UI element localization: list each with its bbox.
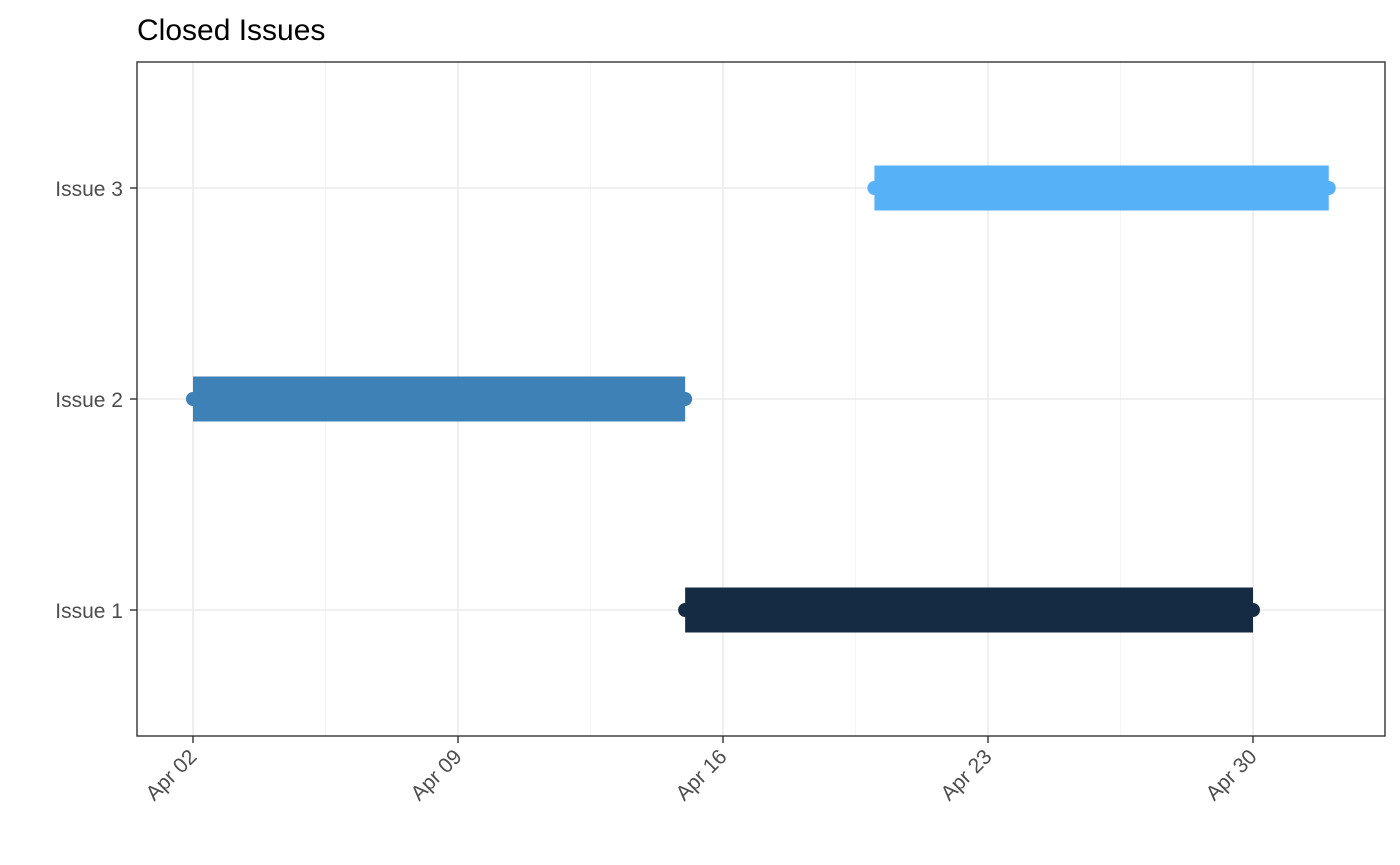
x-axis: Apr 02 Apr 09 Apr 16 Apr 23 Apr 30 bbox=[142, 736, 1262, 805]
bar-start-cap bbox=[186, 392, 200, 406]
bar-body bbox=[874, 165, 1329, 211]
x-tick-label: Apr 30 bbox=[1202, 745, 1262, 805]
bar-issue-1 bbox=[678, 587, 1260, 633]
bar-issue-3 bbox=[867, 165, 1336, 211]
y-tick-label-issue-3: Issue 3 bbox=[55, 178, 123, 201]
x-tick-label: Apr 16 bbox=[672, 745, 732, 805]
bar-end-cap bbox=[1246, 603, 1260, 617]
bar-start-cap bbox=[678, 603, 693, 617]
issue-bars bbox=[186, 165, 1336, 633]
x-tick-label: Apr 23 bbox=[937, 745, 997, 805]
x-tick-label: Apr 09 bbox=[407, 745, 467, 805]
y-axis: Issue 1 Issue 2 Issue 3 bbox=[55, 178, 137, 623]
bar-end-cap bbox=[1321, 181, 1336, 195]
y-tick-label-issue-2: Issue 2 bbox=[55, 389, 123, 412]
bar-body bbox=[685, 587, 1253, 633]
bar-body bbox=[193, 376, 686, 422]
x-tick-label: Apr 02 bbox=[142, 745, 202, 805]
bar-issue-2 bbox=[186, 376, 693, 422]
bar-end-cap bbox=[678, 392, 693, 406]
bar-start-cap bbox=[867, 181, 882, 195]
chart-title: Closed Issues bbox=[137, 14, 325, 47]
y-tick-label-issue-1: Issue 1 bbox=[55, 600, 123, 623]
